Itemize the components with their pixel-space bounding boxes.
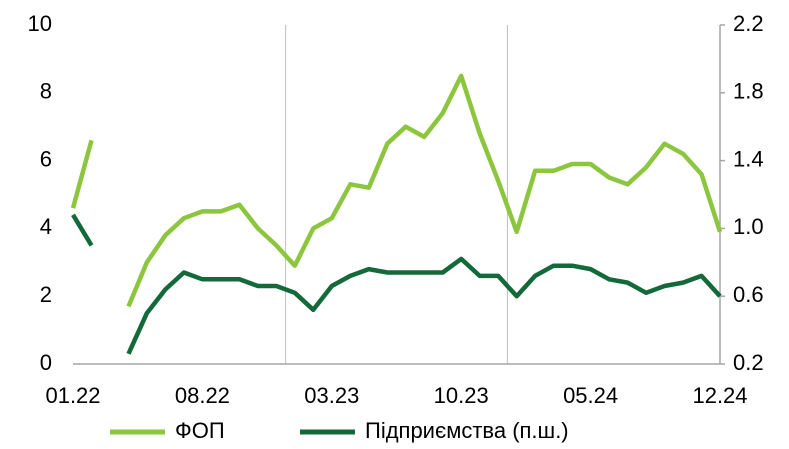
series-line [70, 73, 723, 308]
y-tick-label: 10 [28, 11, 52, 36]
y2-tick-label: 1.0 [733, 214, 764, 239]
y-tick-label: 8 [40, 79, 52, 104]
y-tick-label: 4 [40, 214, 52, 239]
y-tick-label: 6 [40, 146, 52, 171]
x-tick-label: 03.23 [304, 383, 359, 408]
x-tick-label: 05.24 [563, 383, 618, 408]
y2-tick-label: 1.4 [733, 146, 764, 171]
y-tick-label: 0 [40, 350, 52, 375]
y2-tick-label: 0.6 [733, 282, 764, 307]
x-tick-label: 10.23 [434, 383, 489, 408]
legend-label: ФОП [175, 418, 225, 443]
series-line [71, 213, 722, 355]
x-tick-label: 01.22 [45, 383, 100, 408]
y2-tick-label: 1.8 [733, 79, 764, 104]
legend-label: Підприємства (п.ш.) [365, 418, 569, 443]
x-tick-label: 12.24 [692, 383, 747, 408]
y2-tick-label: 2.2 [733, 11, 764, 36]
x-tick-label: 08.22 [175, 383, 230, 408]
y-tick-label: 2 [40, 282, 52, 307]
y2-tick-label: 0.2 [733, 350, 764, 375]
